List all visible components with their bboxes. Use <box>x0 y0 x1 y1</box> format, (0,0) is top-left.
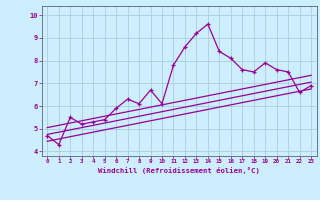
X-axis label: Windchill (Refroidissement éolien,°C): Windchill (Refroidissement éolien,°C) <box>98 167 260 174</box>
